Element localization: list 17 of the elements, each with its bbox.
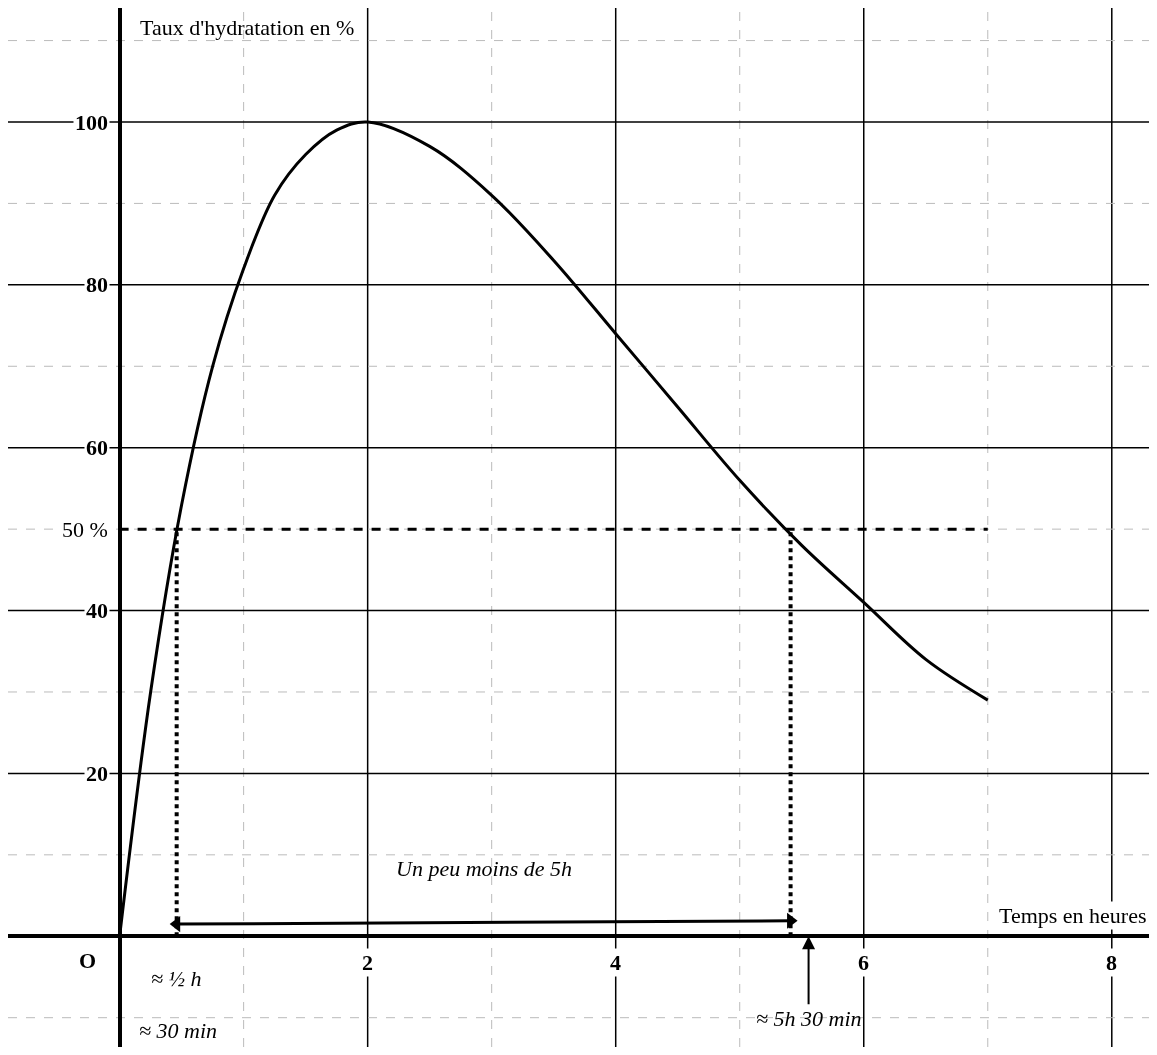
x-axis-title: Temps en heures: [999, 903, 1147, 928]
x-tick-label: 6: [858, 950, 869, 975]
y-tick-label: 100: [75, 110, 108, 135]
y-tick-label: 20: [86, 761, 108, 786]
annotation: ≈ ½ h: [151, 966, 202, 991]
y-axis-title: Taux d'hydratation en %: [140, 15, 355, 40]
y-tick-label: 50 %: [62, 517, 108, 542]
y-tick-label: 80: [86, 272, 108, 297]
y-tick-label: 60: [86, 435, 108, 460]
annotation: O: [79, 948, 97, 973]
annotation: ≈ 5h 30 min: [756, 1006, 862, 1031]
x-tick-label: 2: [362, 950, 373, 975]
annotation: Un peu moins de 5h: [396, 856, 572, 881]
x-tick-label: 8: [1106, 950, 1117, 975]
annotation: ≈ 30 min: [139, 1018, 218, 1043]
x-tick-label: 4: [610, 950, 621, 975]
y-tick-label: 40: [86, 598, 108, 623]
